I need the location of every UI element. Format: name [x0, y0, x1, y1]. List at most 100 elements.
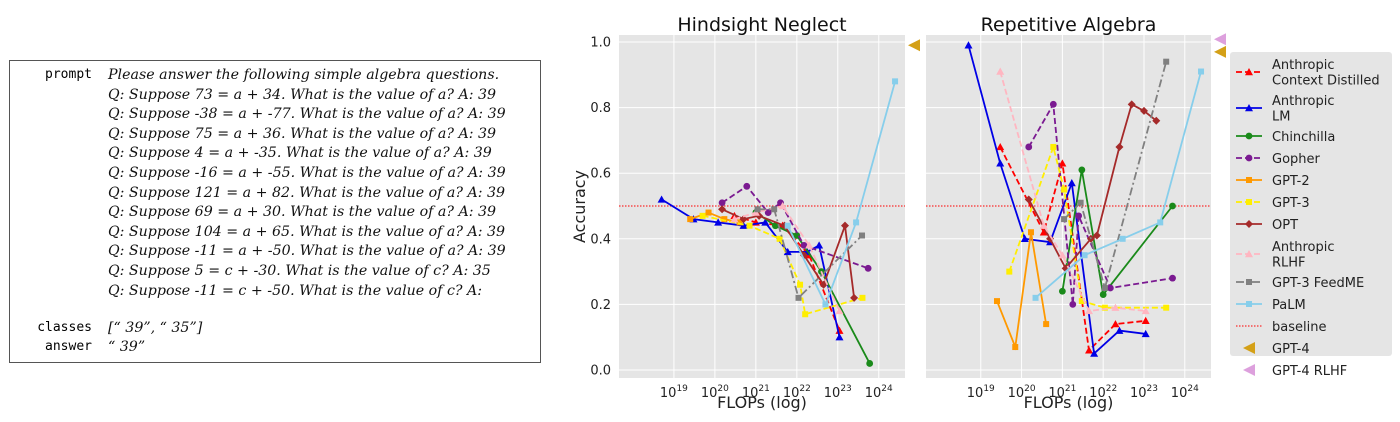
legend-entry-gpt-3: GPT-3 — [1236, 196, 1310, 211]
data-point — [1139, 106, 1148, 115]
series-line — [1008, 143, 1167, 309]
legend-label: GPT-2 — [1272, 174, 1310, 189]
prompt-line-text: Q: Suppose 4 = a + -35. What is the valu… — [108, 145, 492, 162]
chart-panel-0 — [619, 35, 920, 378]
data-point — [764, 209, 772, 216]
data-point — [797, 281, 804, 288]
data-point — [1025, 143, 1033, 151]
data-point — [1119, 235, 1126, 242]
prompt-line-text: Q: Suppose -16 = a + -55. What is the va… — [108, 165, 506, 181]
legend-entry-gpt-3-feedme: GPT-3 FeedME — [1236, 276, 1364, 291]
data-point — [1092, 231, 1101, 240]
data-point — [822, 301, 829, 308]
legend-label: GPT-3 FeedME — [1272, 276, 1364, 291]
tick-exponent: 19 — [676, 384, 688, 394]
legend-marker — [1245, 68, 1253, 76]
data-point — [1069, 301, 1077, 308]
legend-entry-baseline: baseline — [1236, 320, 1326, 335]
series-line — [967, 45, 1146, 356]
data-point — [754, 206, 761, 213]
legend-label: Anthropic — [1272, 58, 1335, 73]
legend-swatch — [1243, 342, 1255, 354]
prompt-line-text: Q: Suppose 121 = a + 82. What is the val… — [108, 184, 506, 201]
data-point — [1141, 329, 1150, 338]
data-point — [1163, 58, 1170, 65]
data-point — [1198, 68, 1205, 75]
data-point — [800, 241, 808, 249]
data-point — [1024, 195, 1033, 204]
tick-exponent: 21 — [1065, 384, 1076, 394]
chart-panel-1 — [926, 33, 1226, 378]
legend-label: Chinchilla — [1272, 130, 1335, 145]
data-point — [1141, 316, 1150, 324]
data-point — [1115, 142, 1124, 151]
legend-swatch — [1243, 364, 1255, 376]
data-point — [1169, 202, 1176, 210]
data-point — [739, 215, 748, 224]
prompt-line-text: Q: Suppose -11 = c + -50. What is the va… — [108, 282, 483, 299]
data-point — [1050, 143, 1057, 150]
data-point — [1039, 228, 1048, 236]
x-tick-label: 1019 — [660, 384, 688, 401]
data-point — [1157, 219, 1164, 226]
data-point — [1163, 304, 1170, 311]
data-point — [1081, 252, 1088, 259]
prompt-line-text: Q: Suppose 5 = c + -30. What is the valu… — [108, 263, 491, 279]
legend-marker — [1245, 220, 1253, 228]
answer-label: answer — [45, 339, 92, 354]
series-gpt-2 — [994, 229, 1050, 351]
data-point — [800, 251, 809, 260]
series-gpt-3-feedme — [1061, 58, 1170, 292]
data-point — [746, 222, 753, 229]
data-point — [761, 218, 770, 226]
data-point — [996, 67, 1005, 75]
legend-entry-opt: OPT — [1236, 218, 1298, 233]
data-point — [1115, 326, 1124, 334]
data-point — [1046, 234, 1055, 243]
prompt-line-text: Please answer the following simple algeb… — [108, 67, 500, 83]
y-tick-label: 0.4 — [590, 232, 611, 247]
series-line — [1028, 101, 1173, 305]
data-point — [755, 211, 764, 220]
data-point — [1101, 304, 1108, 311]
prompt-line-text: Q: Suppose -38 = a + -77. What is the va… — [108, 106, 506, 123]
data-point — [892, 78, 899, 85]
series-line — [1063, 61, 1168, 292]
series-line — [786, 81, 896, 307]
x-tick-label: 1024 — [865, 384, 893, 401]
data-point — [1058, 251, 1067, 259]
series-line — [999, 71, 1146, 312]
data-point — [687, 216, 694, 223]
data-point — [657, 195, 666, 203]
data-point — [1099, 291, 1107, 298]
data-point — [1012, 344, 1019, 351]
series-line — [1061, 169, 1174, 297]
data-point — [1075, 212, 1083, 220]
prompt-line-text: Q: Suppose 69 = a + 30. What is the valu… — [108, 204, 497, 221]
x-tick-label: 1019 — [967, 384, 995, 401]
data-point — [1043, 321, 1050, 328]
data-point — [1061, 216, 1068, 223]
tick-exponent: 20 — [717, 384, 729, 394]
data-point — [1006, 268, 1013, 275]
data-point — [996, 159, 1005, 167]
prompt-line-text: Q: Suppose 75 = a + 36. What is the valu… — [108, 125, 497, 142]
data-point — [819, 280, 828, 289]
x-axis-label: FLOPs (log) — [1024, 393, 1114, 412]
series-palm — [1032, 68, 1205, 301]
x-axis-label: FLOPs (log) — [717, 393, 807, 412]
legend-entry-gpt-2: GPT-2 — [1236, 174, 1310, 189]
legend-entry-gopher: Gopher — [1236, 152, 1321, 167]
legend-label: baseline — [1272, 320, 1326, 335]
data-point — [776, 235, 783, 242]
legend-marker — [1245, 132, 1253, 140]
series-gpt-3 — [1006, 143, 1170, 311]
x-tick-label: 1023 — [1130, 384, 1158, 401]
series-chinchilla — [752, 209, 874, 367]
legend-marker — [1246, 177, 1252, 183]
y-tick-label: 0.6 — [590, 167, 611, 182]
data-point — [805, 241, 814, 249]
series-gopher — [1025, 100, 1176, 308]
